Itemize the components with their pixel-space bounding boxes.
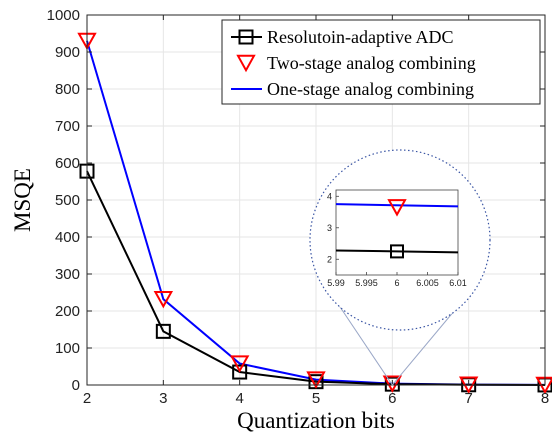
legend-item: Resolutoin-adaptive ADC bbox=[231, 27, 453, 47]
legend-item: Two-stage analog combining bbox=[236, 53, 476, 73]
y-tick-label: 200 bbox=[55, 303, 80, 320]
x-tick-label: 6 bbox=[388, 390, 396, 407]
data-point-square bbox=[155, 323, 171, 339]
y-tick-label: 500 bbox=[55, 192, 80, 209]
y-tick-label: 600 bbox=[55, 155, 80, 172]
legend-label: Two-stage analog combining bbox=[267, 53, 476, 73]
legend-label: Resolutoin-adaptive ADC bbox=[267, 27, 453, 47]
inset-x-tick-label: 6 bbox=[394, 278, 399, 288]
y-axis-title: MSQE bbox=[10, 168, 35, 232]
inset-x-tick-label: 6.01 bbox=[449, 278, 467, 288]
inset-two-stage-point bbox=[387, 199, 407, 217]
y-tick-label: 100 bbox=[55, 340, 80, 357]
inset-one-stage-line bbox=[335, 203, 459, 208]
x-tick-label: 7 bbox=[464, 390, 472, 407]
legend-swatch-square bbox=[238, 29, 254, 45]
legend-box bbox=[221, 19, 541, 105]
data-point-triangle bbox=[306, 371, 326, 389]
y-tick-label: 0 bbox=[72, 377, 80, 394]
x-tick-label: 4 bbox=[235, 390, 243, 407]
inset-y-tick-label: 4 bbox=[327, 191, 332, 201]
inset-x-tick-label: 5.99 bbox=[327, 278, 345, 288]
x-tick-label: 2 bbox=[83, 390, 91, 407]
y-tick-label: 300 bbox=[55, 266, 80, 283]
inset-y-tick-label: 3 bbox=[327, 223, 332, 233]
legend-swatch-triangle bbox=[236, 54, 256, 73]
y-tick-label: 900 bbox=[55, 44, 80, 61]
x-tick-label: 3 bbox=[159, 390, 167, 407]
y-tick-label: 1000 bbox=[47, 7, 80, 24]
y-tick-label: 700 bbox=[55, 118, 80, 135]
inset-y-tick-label: 2 bbox=[327, 254, 332, 264]
y-tick-label: 400 bbox=[55, 229, 80, 246]
x-tick-label: 8 bbox=[541, 390, 549, 407]
inset-frame bbox=[335, 189, 459, 276]
legend-label: One-stage analog combining bbox=[267, 79, 474, 99]
legend: Resolutoin-adaptive ADC Two-stage analog … bbox=[221, 19, 541, 105]
data-point-triangle bbox=[382, 375, 403, 393]
zoom-inset: 5.99 5.995 6 6.005 6.01 2 3 4 bbox=[309, 149, 491, 386]
data-point-triangle bbox=[229, 355, 250, 373]
x-axis-title: Quantization bits bbox=[237, 408, 395, 433]
inset-adc-line bbox=[335, 249, 459, 254]
x-tick-label: 5 bbox=[312, 390, 320, 407]
y-tick-label: 800 bbox=[55, 81, 80, 98]
inset-x-tick-label: 6.005 bbox=[416, 278, 439, 288]
legend-item: One-stage analog combining bbox=[231, 79, 474, 99]
inset-adc-point bbox=[390, 244, 404, 259]
data-point-square bbox=[232, 364, 248, 380]
data-point-triangle bbox=[153, 290, 174, 309]
inset-x-tick-label: 5.995 bbox=[355, 278, 378, 288]
ticks: 2 3 4 5 6 7 8 0 100 200 300 400 500 600 700 800 900 1000 bbox=[47, 7, 550, 407]
